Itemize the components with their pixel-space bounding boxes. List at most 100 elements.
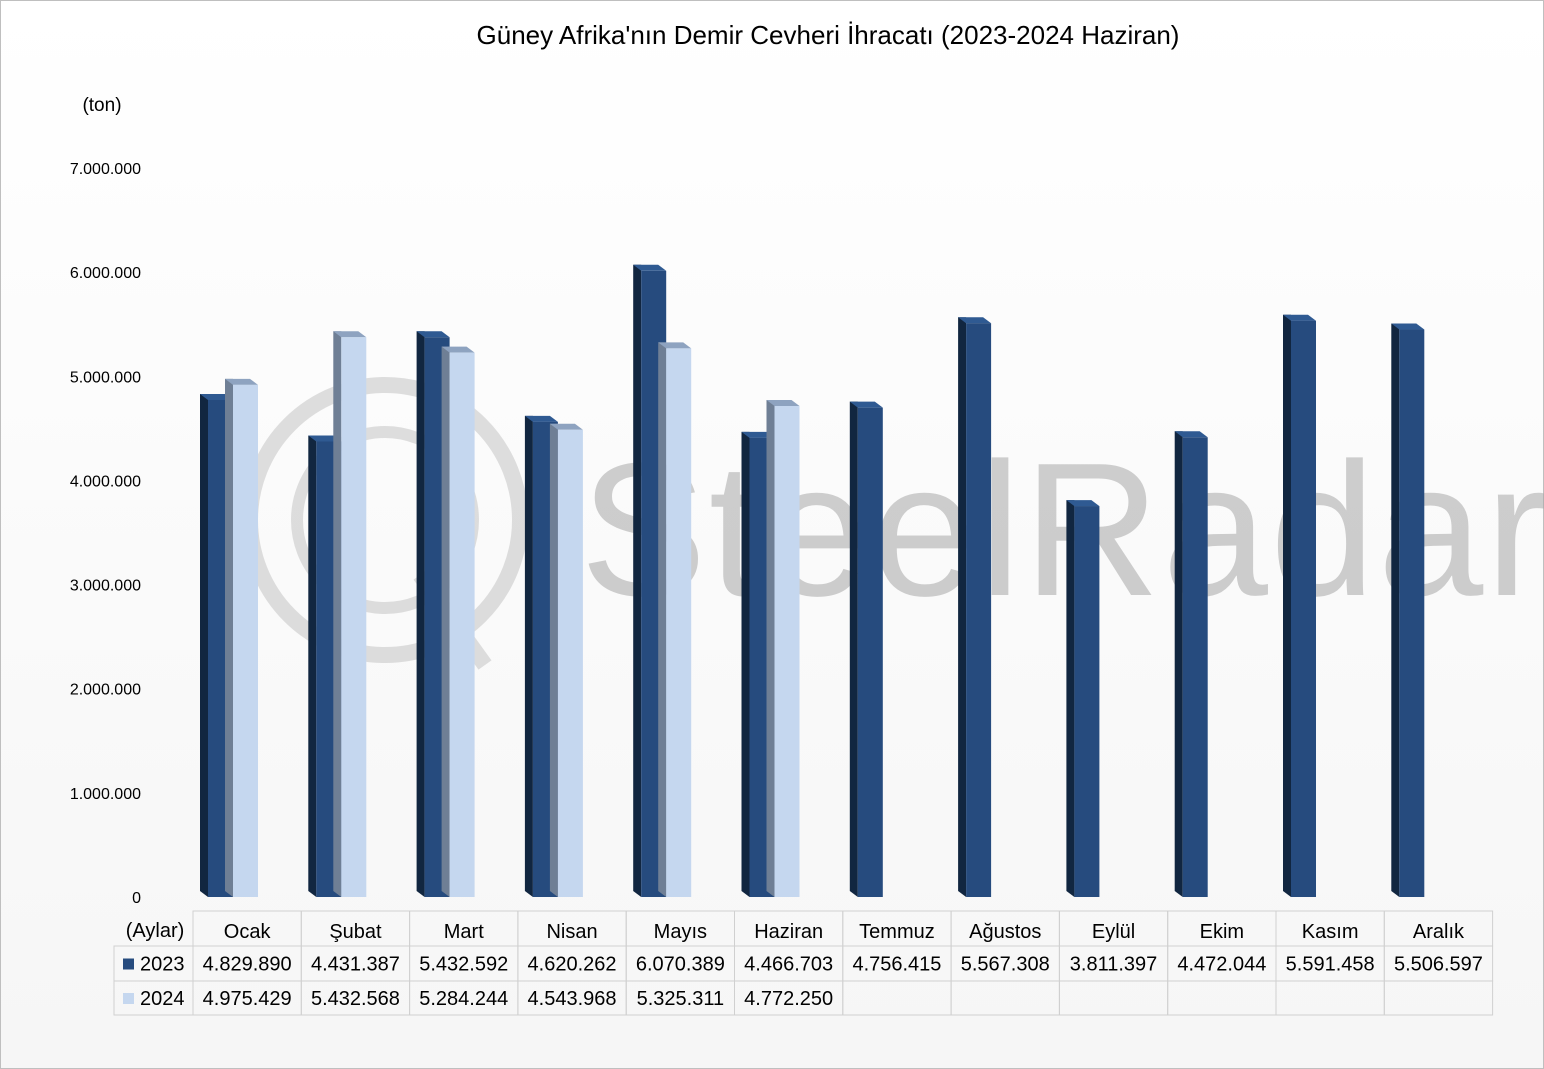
bar-2024-Mayıs: [658, 342, 692, 898]
category-label: Ocak: [224, 921, 272, 943]
data-label: 4.772.250: [744, 988, 833, 1010]
bar-side: [1066, 500, 1075, 897]
bar-top: [741, 431, 775, 438]
bar-front: [557, 429, 583, 897]
y-tick-label: 7.000.000: [70, 161, 141, 178]
y-tick-label: 6.000.000: [70, 265, 141, 282]
category-label: Haziran: [754, 921, 823, 943]
bar-front: [341, 337, 367, 898]
data-label: 4.466.703: [744, 954, 833, 976]
bar-2023-Aralık: [1391, 323, 1425, 898]
bars: [200, 264, 1425, 898]
bar-2024-Haziran: [766, 400, 800, 897]
data-label: 5.567.308: [961, 954, 1050, 976]
bar-front: [233, 384, 258, 897]
data-label: 4.829.890: [203, 954, 292, 976]
bar-top: [658, 342, 692, 349]
bar-top: [633, 264, 667, 271]
bar-side: [1391, 323, 1400, 898]
category-label: Şubat: [329, 921, 382, 943]
data-label: 5.325.311: [637, 988, 725, 1010]
bar-side: [1283, 314, 1291, 897]
data-table: (Aylar) Ocak Şubat Mart Nisan Mayıs Haziran Tem…: [113, 910, 1494, 1016]
legend-series-name: 2024: [140, 988, 185, 1010]
y-tick-label: 3.000.000: [70, 578, 141, 595]
data-label: 5.591.458: [1286, 954, 1375, 976]
category-label: Ekim: [1200, 921, 1244, 943]
data-label: 4.620.262: [528, 954, 617, 976]
bar-top: [200, 394, 233, 401]
table-cell: [1167, 980, 1277, 1016]
table-cell: [1058, 980, 1169, 1016]
y-axis-unit-label: (ton): [82, 95, 121, 116]
bar-front: [774, 406, 800, 897]
y-axis-ticks: 0 1.000.000 2.000.000 3.000.000 4.000.000 5.0…: [70, 161, 141, 907]
bar-2024-Ocak: [225, 378, 258, 897]
bar-2023-Kasım: [1283, 314, 1316, 897]
watermark-text: SteelRadar: [580, 424, 1544, 636]
category-label: Eylül: [1092, 921, 1135, 943]
bar-2023-Ağustos: [958, 317, 992, 897]
bar-side: [1174, 431, 1183, 897]
table-cell: [1383, 980, 1494, 1016]
category-label: Aralık: [1413, 921, 1465, 943]
y-tick-label: 1.000.000: [70, 786, 141, 803]
bar-front: [1399, 329, 1425, 898]
category-label: Mayıs: [654, 921, 707, 943]
y-tick-label: 5.000.000: [70, 369, 141, 386]
table-cell: [842, 980, 952, 1016]
data-label: 6.070.389: [636, 954, 725, 976]
data-label: 4.975.429: [203, 988, 292, 1010]
bar-front: [666, 348, 692, 898]
bar-side: [333, 331, 342, 898]
category-label: Temmuz: [859, 921, 935, 943]
category-label: Nisan: [546, 921, 597, 943]
bar-top: [849, 401, 883, 408]
bar-top: [225, 378, 258, 385]
bar-2023-Ekim: [1174, 431, 1208, 897]
bar-2023-Eylül: [1066, 500, 1100, 897]
data-label: 5.432.592: [419, 954, 508, 976]
bar-2024-Şubat: [333, 331, 367, 898]
bar-top: [333, 331, 367, 338]
bar-side: [633, 264, 642, 897]
bar-top: [441, 346, 475, 353]
bar-front: [966, 323, 992, 897]
bar-front: [857, 407, 883, 897]
bar-top: [416, 331, 450, 338]
bar-side: [849, 401, 858, 897]
bar-top: [766, 400, 800, 407]
y-tick-label: 4.000.000: [70, 473, 141, 490]
bar-front: [449, 352, 475, 898]
data-label: 4.431.387: [311, 954, 400, 976]
x-axis-label: (Aylar): [126, 920, 185, 942]
bar-front: [1182, 437, 1208, 897]
legend-series-name: 2023: [140, 954, 185, 976]
bar-side: [524, 415, 533, 897]
bar-side: [416, 331, 425, 897]
table-cell: [1275, 980, 1385, 1016]
bar-2024-Mart: [441, 346, 475, 898]
bar-side: [308, 435, 317, 897]
data-label: 5.432.568: [311, 988, 400, 1010]
bar-side: [549, 423, 558, 897]
category-label: Kasım: [1302, 921, 1359, 943]
table-cell: [950, 980, 1060, 1016]
bar-front: [1291, 320, 1316, 897]
bar-2024-Nisan: [549, 423, 583, 897]
data-label: 5.284.244: [419, 988, 508, 1010]
bar-side: [766, 400, 775, 897]
data-label: 4.472.044: [1177, 954, 1266, 976]
bar-top: [308, 435, 342, 442]
data-label: 4.543.968: [528, 988, 617, 1010]
bar-side: [741, 431, 750, 897]
chart-title: Güney Afrika'nın Demir Cevheri İhracatı …: [477, 20, 1180, 50]
bar-side: [225, 378, 233, 897]
category-label: Ağustos: [969, 921, 1041, 943]
bar-side: [658, 342, 667, 898]
bar-side: [958, 317, 967, 897]
bar-side: [200, 394, 208, 897]
data-label: 4.756.415: [852, 954, 941, 976]
data-label: 5.506.597: [1394, 954, 1483, 976]
